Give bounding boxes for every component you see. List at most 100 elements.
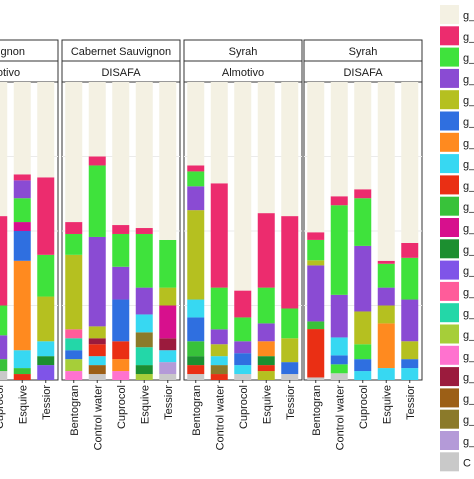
bar-segment (210, 356, 228, 366)
bar-segment (187, 165, 205, 172)
facet-strip-label: Cabernet Sauvignon (71, 46, 171, 58)
bar-segment (88, 338, 106, 345)
legend-label: g_ (463, 10, 474, 22)
bar-segment (210, 344, 228, 357)
facet-strip-label: DISAFA (343, 67, 383, 79)
bar-segment (234, 82, 252, 291)
bar-segment (377, 287, 395, 306)
legend-label: g_ (463, 372, 474, 384)
legend-label: g_ (463, 330, 474, 342)
bar-segment (401, 359, 419, 369)
bar-segment (234, 317, 252, 342)
bar-segment (37, 296, 55, 342)
bar-segment (88, 374, 106, 380)
bar-segment (37, 341, 55, 357)
bar-segment (88, 236, 106, 327)
legend-key (440, 5, 459, 24)
bar-segment (354, 359, 372, 372)
legend-label: g_ (463, 53, 474, 65)
bar-segment (330, 205, 348, 295)
bar-segment (159, 305, 177, 339)
bar-segment (13, 368, 31, 375)
x-tick-label: Cuprocol (238, 385, 250, 429)
x-tick-label: Control water (214, 385, 226, 451)
legend-label: g_ (463, 159, 474, 171)
legend-label: g_ (463, 351, 474, 363)
bar-segment (307, 82, 325, 233)
bar-segment (377, 323, 395, 369)
bar-segment (187, 171, 205, 187)
legend-label: g_ (463, 31, 474, 43)
facet-strip-label: Syrah (229, 46, 258, 58)
bar-segment (210, 183, 228, 288)
bar-segment (159, 239, 177, 288)
bar-segment (257, 341, 275, 357)
bar-segment (13, 82, 31, 175)
bar-segment (0, 335, 8, 360)
bar-segment (257, 82, 275, 214)
bar-segment (65, 329, 83, 339)
bar-segment (135, 365, 153, 375)
bar-segment (0, 371, 8, 380)
bar-segment (187, 82, 205, 166)
bar-segment (187, 365, 205, 375)
bar-segment (354, 82, 372, 190)
bar-segment (0, 359, 8, 372)
bar-segment (210, 374, 228, 380)
bar-segment (135, 374, 153, 380)
bar-segment (307, 329, 325, 378)
bar-segment (257, 287, 275, 324)
x-tick-label: Tessior (405, 385, 417, 420)
bar-segment (159, 350, 177, 363)
bar-segment (354, 198, 372, 246)
bar-segment (65, 350, 83, 360)
bar-segment (257, 323, 275, 342)
bar-segment (13, 174, 31, 181)
x-tick-label: Bentogran (69, 385, 81, 436)
legend-key (440, 239, 459, 259)
bar-segment (257, 213, 275, 288)
legend-key (440, 68, 459, 88)
bar-segment (187, 356, 205, 366)
bar-segment (0, 305, 8, 336)
bar-segment (281, 338, 299, 363)
bar-segment (88, 156, 106, 166)
bar-segment (210, 365, 228, 375)
legend-key (440, 303, 459, 323)
bar-segment (307, 232, 325, 240)
legend-label: g_ (463, 266, 474, 278)
legend-label: g_ (463, 393, 474, 405)
bar-segment (234, 353, 252, 366)
bar-segment (210, 82, 228, 184)
bar-segment (281, 362, 299, 375)
bar-segment (377, 82, 395, 261)
legend-key (440, 175, 459, 195)
bar-segment (112, 225, 130, 234)
legend-label: g_ (463, 138, 474, 150)
bar-segment (88, 326, 106, 339)
bar-segment (13, 222, 31, 231)
bar-segment (377, 260, 395, 264)
legend-key (440, 324, 459, 344)
x-tick-label: Esquive (261, 385, 273, 424)
legend-label: g_ (463, 287, 474, 299)
x-tick-label: Bentogran (311, 385, 323, 436)
bar-segment (13, 180, 31, 199)
bar-segment (354, 311, 372, 345)
x-tick-label: Esquive (17, 385, 29, 424)
facet-strip-label: Almotivo (222, 67, 264, 79)
bar-segment (281, 216, 299, 309)
bar-segment (65, 233, 83, 255)
legend-key (440, 260, 459, 280)
bar-segment (354, 371, 372, 380)
bar-segment (159, 287, 177, 306)
bar-segment (281, 308, 299, 339)
legend-key (440, 345, 459, 365)
bar-segment (88, 165, 106, 237)
bar-segment (37, 82, 55, 178)
bar-segment (234, 374, 252, 380)
x-tick-label: Cuprocol (358, 385, 370, 429)
bar-segment (65, 371, 83, 380)
bar-segment (159, 362, 177, 375)
legend-label: g_ (463, 74, 474, 86)
